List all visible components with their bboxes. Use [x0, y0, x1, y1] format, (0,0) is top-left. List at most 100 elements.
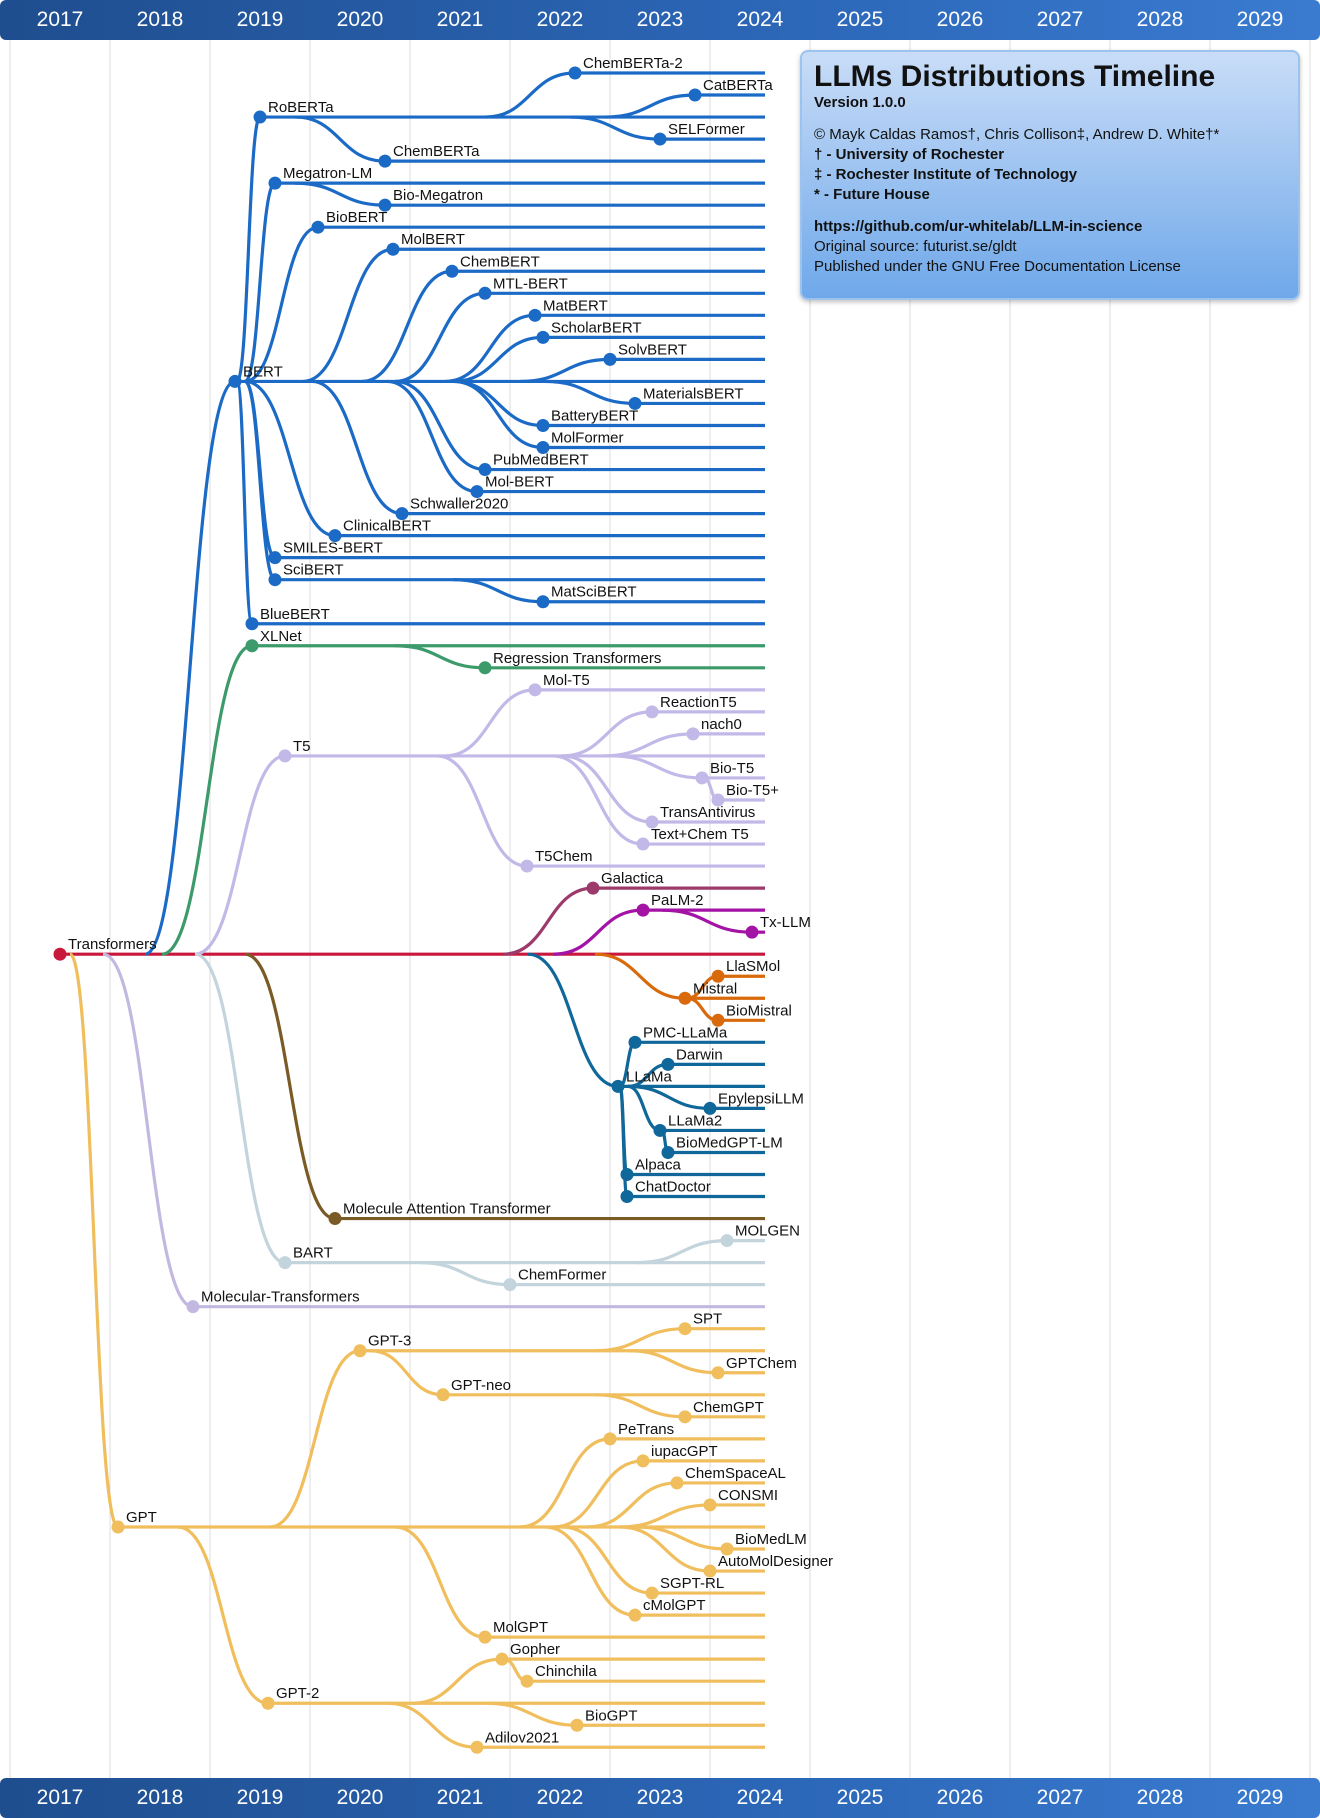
- node-llasmol[interactable]: [711, 969, 725, 983]
- label-moltransformers: Molecular-Transformers: [201, 1289, 360, 1306]
- node-biot5plus[interactable]: [711, 793, 725, 807]
- node-schwaller2020[interactable]: [395, 507, 409, 521]
- node-transformers[interactable]: [53, 947, 67, 961]
- node-chatdoctor[interactable]: [620, 1190, 634, 1204]
- node-consmi[interactable]: [703, 1498, 717, 1512]
- node-cmolgpt[interactable]: [628, 1608, 642, 1622]
- node-chemformer[interactable]: [503, 1278, 517, 1292]
- node-mat[interactable]: [328, 1212, 342, 1226]
- node-matbert[interactable]: [528, 308, 542, 322]
- node-reactiont5[interactable]: [645, 705, 659, 719]
- node-bluebert[interactable]: [245, 617, 259, 631]
- node-gptneo[interactable]: [436, 1388, 450, 1402]
- branch-bart-to-molgen: [636, 1238, 728, 1265]
- branch-t5-to-t5chem: [436, 754, 528, 868]
- node-pubmedbert[interactable]: [478, 463, 492, 477]
- node-catberta[interactable]: [688, 88, 702, 102]
- node-galactica[interactable]: [586, 881, 600, 895]
- node-clinicalbert[interactable]: [328, 529, 342, 543]
- node-scholarbert[interactable]: [536, 330, 550, 344]
- node-molgpt[interactable]: [478, 1630, 492, 1644]
- node-materialsbert[interactable]: [628, 396, 642, 410]
- node-regtrans[interactable]: [478, 661, 492, 675]
- node-biogpt[interactable]: [570, 1718, 584, 1732]
- node-matscibert[interactable]: [536, 595, 550, 609]
- node-chembert[interactable]: [445, 264, 459, 278]
- node-t5chem[interactable]: [520, 859, 534, 873]
- node-selformer[interactable]: [653, 132, 667, 146]
- node-epylepsillm[interactable]: [703, 1101, 717, 1115]
- node-molt5[interactable]: [528, 683, 542, 697]
- node-bert[interactable]: [228, 374, 242, 388]
- node-txllm[interactable]: [745, 925, 759, 939]
- node-gpt2[interactable]: [261, 1696, 275, 1710]
- node-darwin[interactable]: [661, 1057, 675, 1071]
- label-gptneo: GPT-neo: [451, 1377, 511, 1394]
- legend-github-link[interactable]: https://github.com/ur-whitelab/LLM-in-sc…: [814, 218, 1143, 235]
- year-label-2025: 2025: [836, 8, 884, 31]
- node-chinchila[interactable]: [520, 1674, 534, 1688]
- node-llama[interactable]: [611, 1079, 625, 1093]
- node-gptchem[interactable]: [711, 1366, 725, 1380]
- node-scibert[interactable]: [268, 573, 282, 587]
- year-label-2019: 2019: [236, 1786, 284, 1809]
- node-palm2[interactable]: [636, 903, 650, 917]
- branch-t5-to-molt5: [444, 688, 536, 758]
- label-iupacgpt: iupacGPT: [651, 1443, 718, 1460]
- node-llama2[interactable]: [653, 1123, 667, 1137]
- node-alpaca[interactable]: [620, 1168, 634, 1181]
- branch-bert-to-molbert2: [386, 379, 478, 494]
- node-biot5[interactable]: [695, 771, 709, 785]
- label-txllm: Tx-LLM: [760, 914, 811, 931]
- node-biobert[interactable]: [311, 220, 325, 234]
- label-materialsbert: MaterialsBERT: [643, 385, 744, 402]
- branch-gpt2-to-biogpt: [486, 1701, 578, 1727]
- node-textchemt5[interactable]: [636, 837, 650, 851]
- node-t5[interactable]: [278, 749, 292, 763]
- node-roberta[interactable]: [253, 110, 267, 124]
- node-iupacgpt[interactable]: [636, 1454, 650, 1468]
- node-moltransformers[interactable]: [186, 1300, 200, 1314]
- node-molbert[interactable]: [386, 242, 400, 256]
- branch-megatronlm-to-biomegatron: [294, 181, 386, 207]
- node-biomegatron[interactable]: [378, 198, 392, 212]
- node-petrans[interactable]: [603, 1432, 617, 1446]
- node-biomedlm[interactable]: [720, 1542, 734, 1556]
- label-schwaller2020: Schwaller2020: [410, 496, 508, 513]
- node-mtlbert[interactable]: [478, 286, 492, 300]
- node-chemberta2[interactable]: [568, 66, 582, 80]
- node-biomedgptlm[interactable]: [661, 1145, 675, 1159]
- node-pmcllama[interactable]: [628, 1035, 642, 1049]
- node-megatronlm[interactable]: [268, 176, 282, 190]
- node-transantivirus[interactable]: [645, 815, 659, 829]
- label-mtlbert: MTL-BERT: [493, 275, 568, 292]
- node-spt[interactable]: [678, 1322, 692, 1336]
- node-biomistral[interactable]: [711, 1013, 725, 1027]
- node-xlnet[interactable]: [245, 639, 259, 653]
- node-nach0[interactable]: [686, 727, 700, 741]
- node-molgen[interactable]: [720, 1234, 734, 1248]
- node-automoldesigner[interactable]: [703, 1564, 717, 1578]
- branch-bert-to-clinicalbert: [244, 379, 336, 538]
- node-solvbert[interactable]: [603, 352, 617, 366]
- label-gpt2: GPT-2: [276, 1685, 319, 1702]
- node-gpt3[interactable]: [353, 1344, 367, 1358]
- node-batterybert[interactable]: [536, 418, 550, 432]
- node-chemspaceal[interactable]: [670, 1476, 684, 1490]
- node-adilov2021[interactable]: [470, 1740, 484, 1754]
- node-chemberta[interactable]: [378, 154, 392, 168]
- node-gpt[interactable]: [111, 1520, 125, 1534]
- label-scibert: SciBERT: [283, 562, 344, 579]
- node-molformer[interactable]: [536, 441, 550, 455]
- node-gopher[interactable]: [495, 1652, 509, 1666]
- node-molbert2[interactable]: [470, 485, 484, 499]
- node-chemgpt[interactable]: [678, 1410, 692, 1424]
- branch-gpt-to-biomedlm: [636, 1525, 728, 1551]
- year-label-2024: 2024: [736, 8, 784, 31]
- label-pmcllama: PMC-LLaMa: [643, 1024, 728, 1041]
- node-mistral[interactable]: [678, 991, 692, 1005]
- node-bart[interactable]: [278, 1256, 292, 1270]
- branch-roberta-to-chemberta: [294, 115, 386, 163]
- node-sgptrl[interactable]: [645, 1586, 659, 1600]
- node-smilesbert[interactable]: [268, 551, 282, 565]
